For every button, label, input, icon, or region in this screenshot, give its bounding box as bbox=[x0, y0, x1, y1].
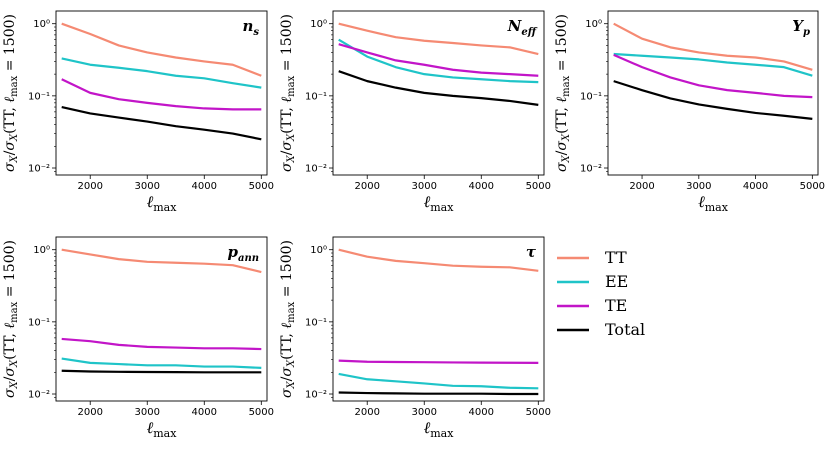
legend-label-total: Total bbox=[605, 320, 645, 339]
x-axis-label: ℓmax bbox=[424, 192, 455, 214]
y-tick-label: 10⁻² bbox=[28, 164, 50, 175]
panel-label: Neff bbox=[507, 17, 538, 38]
y-tick-label: 10⁻² bbox=[580, 164, 602, 175]
series-tt-line bbox=[338, 22, 539, 56]
x-tick-label: 2000 bbox=[354, 181, 379, 192]
legend: TT EE TE Total bbox=[557, 248, 645, 339]
x-tick-label: 2000 bbox=[77, 181, 102, 192]
y-axis-label: σX/σX(TT, ℓmax = 1500) bbox=[279, 240, 297, 398]
series-ee-line bbox=[338, 38, 539, 84]
y-tick-label: 10⁰ bbox=[310, 245, 327, 256]
panel-3: 10⁰ 10⁻¹ 10⁻² 2000 3000 4000 5000 Yp ℓmax σX/σX(T… bbox=[554, 10, 825, 214]
series-tt-line bbox=[613, 22, 813, 71]
series-te-line bbox=[613, 53, 813, 99]
plot-frame bbox=[55, 236, 268, 402]
x-tick-label: 5000 bbox=[249, 181, 274, 192]
y-axis-label: σX/σX(TT, ℓmax = 1500) bbox=[2, 14, 20, 172]
series-total-line bbox=[61, 105, 262, 141]
plot-frame bbox=[332, 236, 545, 402]
legend-label-ee: EE bbox=[605, 272, 628, 291]
series-tt-line bbox=[61, 248, 262, 274]
y-tick-label: 10⁻¹ bbox=[580, 91, 602, 102]
y-tick-label: 10⁰ bbox=[585, 19, 602, 30]
panel-2: 10⁰ 10⁻¹ 10⁻² 2000 3000 4000 5000 Neff ℓmax σX/σX… bbox=[279, 10, 551, 214]
x-axis-label: ℓmax bbox=[147, 192, 178, 214]
x-tick-label: 4000 bbox=[192, 407, 217, 418]
x-tick-label: 5000 bbox=[800, 181, 825, 192]
y-tick-label: 10⁰ bbox=[310, 19, 327, 30]
legend-label-tt: TT bbox=[605, 248, 627, 267]
x-tick-label: 5000 bbox=[526, 407, 551, 418]
legend-label-te: TE bbox=[605, 296, 627, 315]
panel-4: 10⁰ 10⁻¹ 10⁻² 2000 3000 4000 5000 pann ℓmax σX/σX… bbox=[2, 236, 274, 440]
x-tick-label: 2000 bbox=[629, 181, 654, 192]
y-tick-label: 10⁻¹ bbox=[28, 317, 50, 328]
x-tick-label: 4000 bbox=[743, 181, 768, 192]
series-total-line bbox=[338, 391, 539, 396]
series-te-line bbox=[338, 43, 539, 77]
series-te-line bbox=[61, 78, 262, 111]
y-tick-label: 10⁻² bbox=[28, 390, 50, 401]
x-axis-label: ℓmax bbox=[147, 418, 178, 440]
series-total-line bbox=[61, 369, 262, 374]
x-tick-label: 5000 bbox=[249, 407, 274, 418]
series-te-line bbox=[338, 359, 539, 364]
y-tick-label: 10⁰ bbox=[33, 245, 50, 256]
x-tick-label: 2000 bbox=[354, 407, 379, 418]
x-tick-label: 5000 bbox=[526, 181, 551, 192]
plot-frame bbox=[607, 10, 819, 176]
x-axis-label: ℓmax bbox=[424, 418, 455, 440]
y-axis-label: σX/σX(TT, ℓmax = 1500) bbox=[279, 14, 297, 172]
panel-1: 10⁰ 10⁻¹ 10⁻² 2000 3000 4000 5000 ns ℓmax σX/σX(T… bbox=[2, 10, 274, 214]
series-ee-line bbox=[338, 372, 539, 390]
y-tick-label: 10⁻² bbox=[305, 164, 327, 175]
x-tick-label: 3000 bbox=[135, 407, 160, 418]
x-tick-label: 2000 bbox=[77, 407, 102, 418]
y-axis-label: σX/σX(TT, ℓmax = 1500) bbox=[2, 240, 20, 398]
plot-frame bbox=[55, 10, 268, 176]
x-tick-label: 4000 bbox=[469, 181, 494, 192]
series-ee-line bbox=[613, 52, 813, 77]
series-tt-line bbox=[338, 248, 539, 272]
panel-label: ns bbox=[242, 17, 259, 38]
x-tick-label: 3000 bbox=[412, 181, 437, 192]
y-tick-label: 10⁰ bbox=[33, 19, 50, 30]
x-tick-label: 4000 bbox=[192, 181, 217, 192]
y-axis-label: σX/σX(TT, ℓmax = 1500) bbox=[554, 14, 572, 172]
series-ee-line bbox=[61, 357, 262, 370]
y-tick-label: 10⁻¹ bbox=[305, 91, 327, 102]
y-tick-label: 10⁻¹ bbox=[28, 91, 50, 102]
series-te-line bbox=[61, 337, 262, 351]
x-axis-label: ℓmax bbox=[698, 192, 729, 214]
y-tick-label: 10⁻² bbox=[305, 390, 327, 401]
series-total-line bbox=[338, 70, 539, 106]
plot-frame bbox=[332, 10, 545, 176]
series-ee-line bbox=[61, 57, 262, 89]
panel-label: τ bbox=[526, 243, 537, 261]
series-tt-line bbox=[61, 22, 262, 77]
panel-label: pann bbox=[227, 243, 259, 264]
x-tick-label: 3000 bbox=[135, 181, 160, 192]
x-tick-label: 3000 bbox=[412, 407, 437, 418]
x-tick-label: 4000 bbox=[469, 407, 494, 418]
panel-label: Yp bbox=[792, 17, 810, 38]
series-total-line bbox=[613, 80, 813, 120]
y-tick-label: 10⁻¹ bbox=[305, 317, 327, 328]
panel-5: 10⁰ 10⁻¹ 10⁻² 2000 3000 4000 5000 τ ℓmax σX/σX(TT… bbox=[279, 236, 551, 440]
x-tick-label: 3000 bbox=[686, 181, 711, 192]
